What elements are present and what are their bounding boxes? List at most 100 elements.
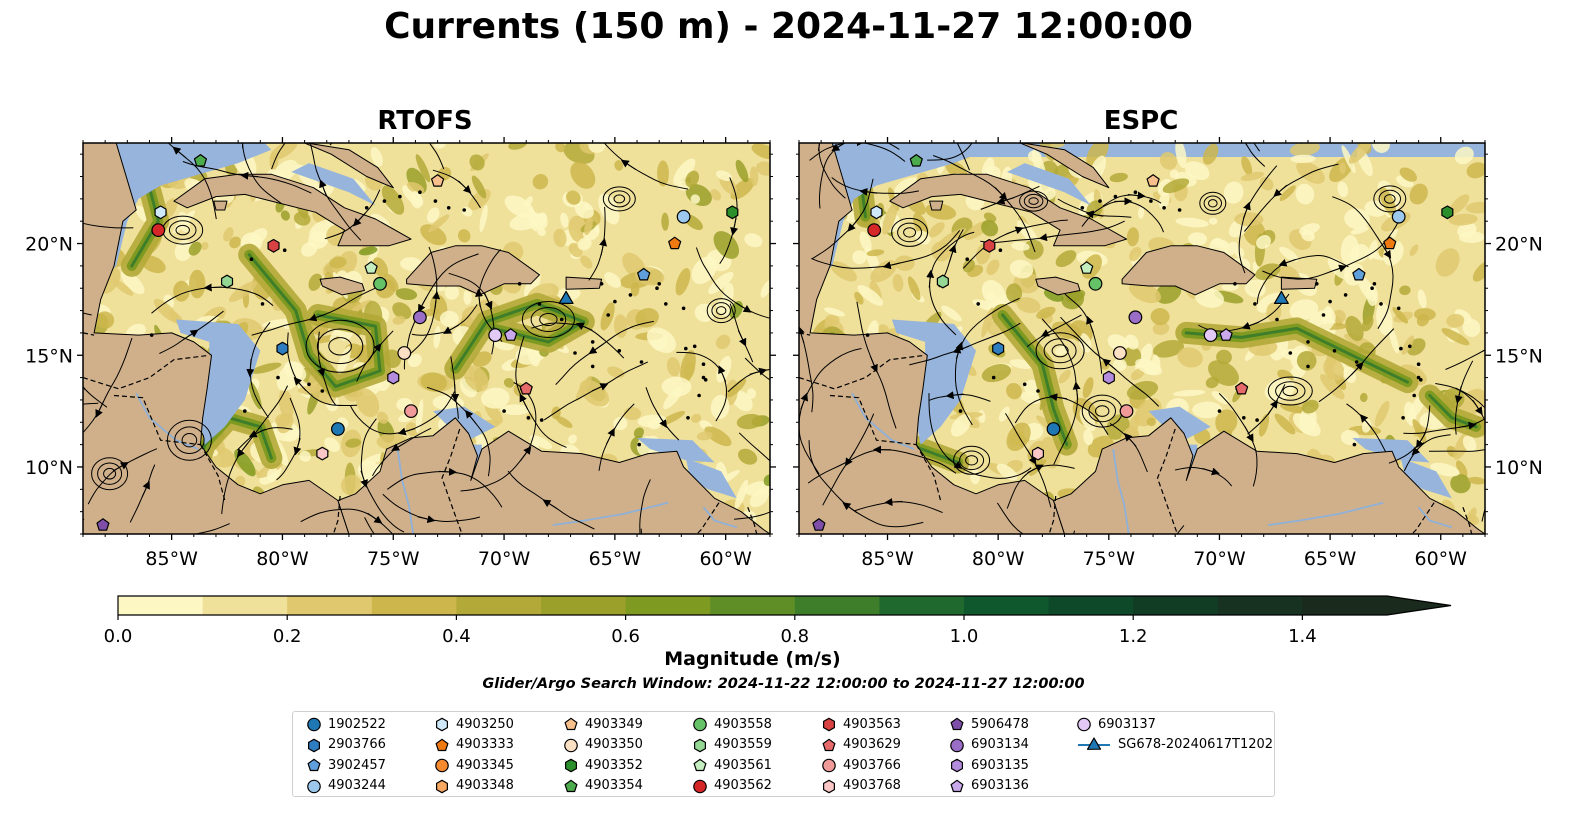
country-border [696, 502, 720, 534]
legend-label: 4903244 [328, 778, 386, 793]
legend-label: 6903135 [971, 757, 1029, 773]
streamline-arrow [800, 392, 808, 410]
streamline [927, 143, 973, 161]
legend-symbol [307, 779, 321, 793]
small-island [1396, 306, 1401, 311]
platform-marker-1902522 [1046, 422, 1061, 436]
legend-item: 4903349 [563, 715, 643, 733]
small-island [1233, 282, 1237, 286]
streamline-arrow [1102, 358, 1117, 371]
eddy-ring [1203, 195, 1223, 212]
land-isla-juventud [213, 200, 228, 211]
platform-marker-4903768 [1031, 446, 1044, 461]
small-island [1149, 199, 1153, 203]
panel-title-espc: ESPC [1103, 106, 1179, 136]
colorbar-segment [371, 596, 457, 615]
small-island [865, 333, 870, 337]
small-island [1133, 190, 1138, 194]
shelf-area [433, 406, 496, 441]
x-tick-label: 75°W [367, 548, 420, 570]
eddy-ring [539, 313, 558, 326]
streamline-arrow [1278, 259, 1296, 267]
country-border [83, 332, 95, 336]
colorbar-extend-arrow [1387, 596, 1451, 615]
small-island [684, 346, 688, 351]
legend-label: 5906478 [971, 716, 1029, 732]
small-island [502, 409, 506, 413]
streamline-arrow [385, 117, 399, 118]
legend-symbol [1086, 736, 1102, 750]
streamline-arrow [943, 122, 952, 133]
small-island [517, 282, 522, 286]
eddy-ring [1267, 376, 1313, 406]
small-island [149, 333, 154, 337]
platform-marker-4903629 [519, 381, 533, 395]
small-island [1275, 317, 1279, 322]
legend-symbol [308, 738, 320, 752]
platform-marker-4903352 [1441, 205, 1454, 220]
small-island [1177, 208, 1182, 212]
platform-marker-4903354 [909, 154, 923, 167]
streamline-arrow [842, 502, 858, 514]
streamline [1244, 143, 1266, 167]
legend-item: 4903250 [434, 715, 514, 733]
streamline-arrow [1244, 426, 1254, 443]
small-island [1372, 282, 1377, 286]
legend-label: 4903333 [456, 737, 514, 752]
small-island [539, 418, 544, 422]
platform-marker-4903558 [373, 276, 387, 291]
legend-marker-pentagon [435, 738, 449, 751]
legend-symbol [565, 758, 577, 773]
land-central-america [799, 143, 1065, 534]
small-island [599, 282, 604, 286]
legend-symbol [950, 779, 964, 792]
colorbar-title: Magnitude (m/s) [664, 648, 841, 670]
platform-marker-6903135 [387, 370, 400, 385]
x-tick-label: 80°W [256, 548, 309, 570]
streamline [640, 528, 642, 534]
streamline-arrow [1024, 535, 1037, 541]
streamline-arrow [443, 324, 459, 334]
small-island [243, 409, 247, 413]
colorbar-segment [541, 596, 627, 615]
platform-marker-4903352 [726, 205, 739, 220]
legend-label: 6903136 [971, 778, 1029, 793]
land-puerto-rico [565, 276, 603, 290]
streamline-arrow [1049, 393, 1068, 402]
streamline [364, 517, 375, 534]
small-island [249, 257, 254, 262]
streamline-arrow [53, 209, 65, 216]
eddy-ring [316, 328, 364, 365]
small-island [1343, 293, 1348, 297]
small-island [655, 286, 659, 291]
streamline [1455, 387, 1485, 409]
legend-symbol [823, 779, 835, 793]
eddy-ring [530, 307, 567, 332]
streamline [83, 385, 108, 408]
platform-marker-4903244 [676, 209, 691, 224]
streamline-arrow [1329, 264, 1347, 273]
streamline-arrow [1267, 399, 1278, 416]
streamline [1176, 525, 1185, 534]
legend-marker-circle [950, 738, 964, 752]
streamline-arrow [520, 446, 532, 461]
streamline-arrow [293, 437, 302, 456]
streamline-arrow [736, 302, 752, 313]
streamline-arrow [203, 283, 222, 292]
shelf-area [1352, 437, 1430, 463]
legend-symbol [436, 779, 448, 793]
shelf-area [685, 458, 737, 499]
small-island [320, 389, 325, 393]
river [1417, 506, 1453, 529]
eddy-ring [1282, 385, 1299, 397]
legend-item: 6903137 [1076, 715, 1156, 733]
platform-marker-3902457 [1352, 267, 1366, 281]
small-island [681, 306, 686, 311]
small-island [1401, 416, 1405, 420]
platform-marker-4903244 [1391, 209, 1406, 224]
small-island [526, 416, 531, 420]
colorbar-frame [117, 595, 1452, 616]
legend-label: 4903562 [714, 778, 772, 793]
streamline-arrow [749, 367, 768, 376]
country-border [441, 428, 463, 534]
